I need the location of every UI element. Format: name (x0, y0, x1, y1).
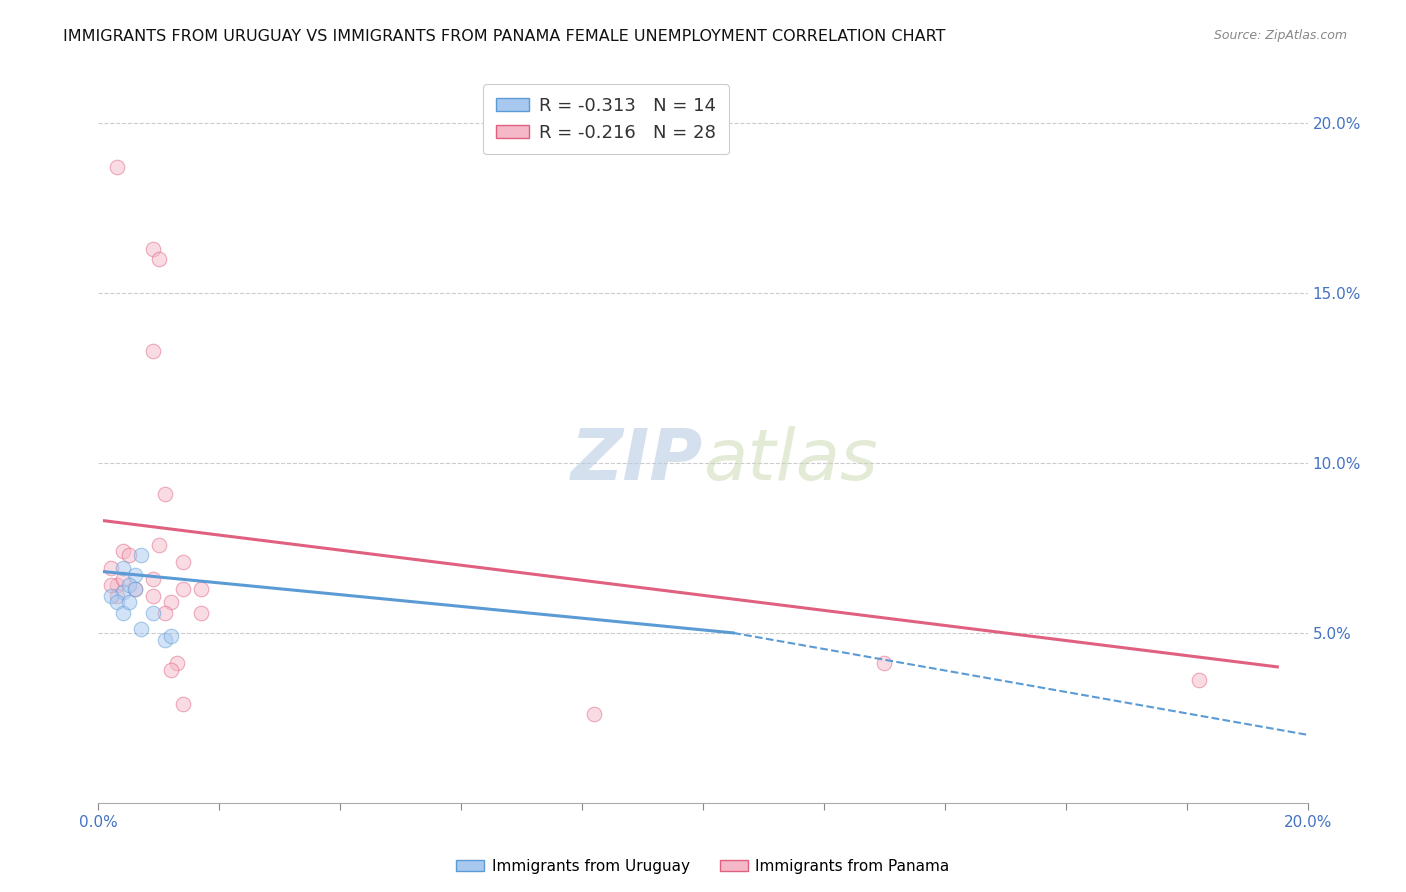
Point (124, 582, 146, 596)
Point (129, 548, 152, 562)
Point (118, 578, 141, 592)
Point (111, 544, 134, 558)
Point (142, 572, 165, 586)
Point (160, 629, 183, 643)
Point (142, 242, 165, 256)
Point (873, 657, 896, 671)
Point (105, 589, 128, 603)
Point (124, 568, 146, 582)
Point (190, 606, 212, 620)
Point (190, 582, 212, 596)
Point (100, 589, 122, 603)
Point (142, 589, 165, 603)
Point (172, 582, 194, 596)
Point (111, 606, 134, 620)
Point (100, 561, 122, 575)
Point (153, 606, 176, 620)
Point (142, 606, 165, 620)
Point (160, 595, 183, 609)
Point (100, 578, 122, 592)
Legend: Immigrants from Uruguay, Immigrants from Panama: Immigrants from Uruguay, Immigrants from… (450, 853, 956, 880)
Point (118, 548, 141, 562)
Legend: R = -0.313   N = 14, R = -0.216   N = 28: R = -0.313 N = 14, R = -0.216 N = 28 (484, 84, 730, 154)
Point (148, 537, 170, 551)
Text: Source: ZipAtlas.com: Source: ZipAtlas.com (1213, 29, 1347, 42)
Point (111, 585, 134, 599)
Point (160, 663, 183, 677)
Text: atlas: atlas (703, 425, 877, 495)
Point (129, 623, 152, 637)
Point (118, 595, 141, 609)
Text: ZIP: ZIP (571, 425, 703, 495)
Point (111, 572, 134, 586)
Point (153, 486, 176, 500)
Point (153, 632, 176, 647)
Point (172, 555, 194, 569)
Point (166, 657, 188, 671)
Point (105, 578, 128, 592)
Point (111, 561, 134, 575)
Text: IMMIGRANTS FROM URUGUAY VS IMMIGRANTS FROM PANAMA FEMALE UNEMPLOYMENT CORRELATIO: IMMIGRANTS FROM URUGUAY VS IMMIGRANTS FR… (63, 29, 946, 44)
Point (124, 582, 146, 596)
Point (105, 161, 128, 175)
Point (1188, 673, 1211, 688)
Point (105, 595, 128, 609)
Point (583, 707, 606, 722)
Point (172, 698, 194, 712)
Point (148, 252, 170, 266)
Y-axis label: Female Unemployment: Female Unemployment (107, 366, 121, 526)
Point (142, 343, 165, 358)
